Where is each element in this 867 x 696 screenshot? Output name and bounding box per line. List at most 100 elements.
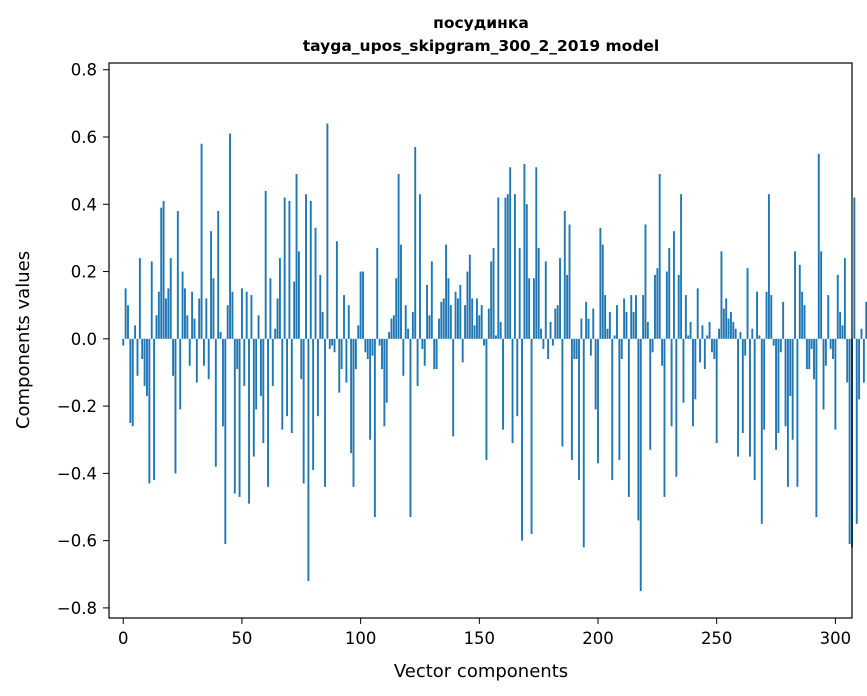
bar-component-88 [331, 338, 334, 346]
bar-component-78 [307, 338, 310, 581]
bar-component-98 [354, 338, 357, 370]
bar-component-280 [786, 338, 789, 487]
bar-component-289 [808, 338, 811, 370]
bar-component-105 [371, 338, 374, 356]
bar-component-11 [148, 338, 151, 484]
bar-component-46 [231, 291, 234, 339]
bar-component-239 [689, 322, 692, 339]
bar-component-304 [843, 258, 846, 339]
bar-component-135 [442, 298, 445, 339]
bar-component-248 [711, 338, 713, 353]
bar-component-126 [421, 338, 424, 349]
bar-component-143 [461, 338, 464, 363]
bar-component-133 [438, 318, 440, 339]
bar-component-132 [435, 338, 438, 370]
bar-component-73 [295, 174, 298, 339]
bar-component-225 [656, 268, 659, 339]
bar-component-221 [646, 322, 649, 339]
bar-component-199 [594, 338, 597, 410]
y-tick-label: −0.4 [57, 464, 97, 483]
bar-component-188 [568, 224, 571, 339]
bar-component-298 [829, 338, 832, 349]
bar-component-160 [502, 338, 504, 430]
bar-component-123 [414, 147, 417, 339]
bar-component-206 [611, 338, 614, 481]
bar-component-296 [824, 338, 827, 366]
bar-component-250 [715, 338, 718, 444]
bar-component-252 [720, 251, 723, 339]
bar-component-247 [708, 322, 711, 339]
bar-component-167 [518, 248, 521, 339]
bar-component-197 [589, 338, 592, 356]
bar-component-87 [328, 338, 331, 349]
y-tick-label: −0.8 [57, 599, 97, 618]
bar-component-2 [127, 305, 129, 339]
bar-component-117 [400, 244, 402, 339]
x-axis-ticks: 0 50 100 150 200 250 300 [118, 618, 851, 648]
bar-component-121 [409, 338, 412, 518]
chart-subtitle: tayga_upos_skipgram_300_2_2019 model [303, 37, 660, 55]
bar-component-226 [658, 174, 661, 339]
bar-component-15 [157, 291, 160, 339]
y-tick-label: −0.6 [57, 532, 97, 551]
bar-component-215 [632, 311, 635, 339]
bar-component-268 [758, 335, 761, 339]
bar-component-212 [625, 311, 628, 339]
bar-component-50 [240, 288, 243, 339]
bar-component-189 [570, 338, 573, 460]
bar-component-210 [620, 338, 623, 359]
bar-component-311 [860, 328, 863, 339]
bar-component-259 [737, 338, 740, 457]
bar-component-241 [694, 338, 697, 400]
bar-component-253 [722, 308, 725, 339]
bar-component-130 [430, 261, 433, 339]
x-tick-label: 300 [820, 629, 852, 648]
bar-component-293 [817, 153, 820, 339]
bar-component-144 [464, 305, 467, 339]
bar-component-295 [822, 338, 825, 410]
bar-component-263 [746, 268, 749, 339]
bar-component-55 [252, 338, 255, 457]
bar-component-238 [687, 335, 690, 339]
plot-frame [108, 62, 853, 619]
bar-component-76 [302, 338, 305, 484]
bar-component-7 [138, 258, 141, 339]
bar-component-251 [718, 328, 721, 339]
bar-component-236 [682, 338, 685, 403]
bar-component-116 [397, 174, 400, 339]
bar-component-119 [404, 305, 407, 339]
bar-component-71 [290, 338, 293, 433]
bar-component-224 [654, 274, 656, 339]
bar-component-8 [141, 338, 144, 359]
x-tick-label: 100 [345, 629, 377, 648]
bar-component-162 [506, 194, 509, 339]
bar-component-128 [426, 285, 429, 339]
bar-component-157 [494, 335, 497, 339]
bar-component-86 [326, 123, 329, 339]
bar-component-28 [188, 338, 191, 366]
y-tick-label: 0.8 [71, 61, 97, 80]
bar-component-21 [172, 338, 175, 376]
chart-title: посудинка [433, 14, 529, 32]
bar-component-168 [521, 338, 523, 541]
bars-group [122, 123, 867, 592]
bar-component-300 [834, 338, 837, 430]
bar-component-200 [597, 338, 599, 464]
bar-component-193 [580, 318, 583, 339]
bar-component-257 [732, 322, 735, 339]
bar-component-192 [578, 338, 580, 481]
y-axis-ticks: −0.8 −0.6 −0.4 −0.2 0.0 0.2 0.4 0.6 0.8 [57, 61, 109, 618]
bar-component-40 [217, 211, 220, 339]
bar-component-112 [388, 332, 391, 339]
bar-component-69 [286, 338, 288, 417]
bar-component-310 [858, 338, 861, 400]
bar-component-245 [703, 338, 706, 370]
bar-component-65 [276, 298, 279, 339]
bar-component-118 [402, 338, 405, 376]
bar-component-34 [203, 338, 205, 366]
bar-component-115 [395, 278, 398, 339]
bar-component-233 [675, 338, 678, 477]
bar-component-111 [385, 338, 388, 403]
y-tick-label: 0.6 [71, 128, 97, 147]
bar-component-13 [153, 338, 156, 481]
